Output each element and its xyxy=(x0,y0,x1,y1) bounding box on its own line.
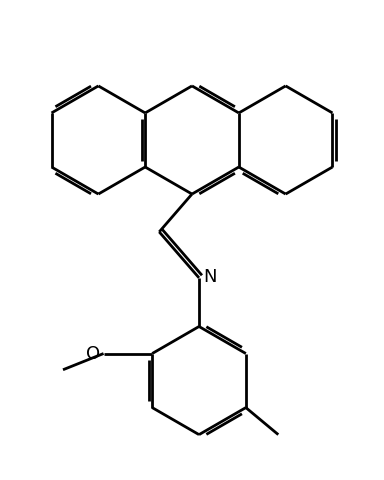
Text: O: O xyxy=(86,345,100,362)
Text: N: N xyxy=(203,268,216,286)
